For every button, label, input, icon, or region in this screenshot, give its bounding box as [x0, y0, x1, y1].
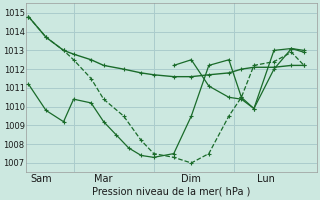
X-axis label: Pression niveau de la mer( hPa ): Pression niveau de la mer( hPa ) — [92, 187, 251, 197]
